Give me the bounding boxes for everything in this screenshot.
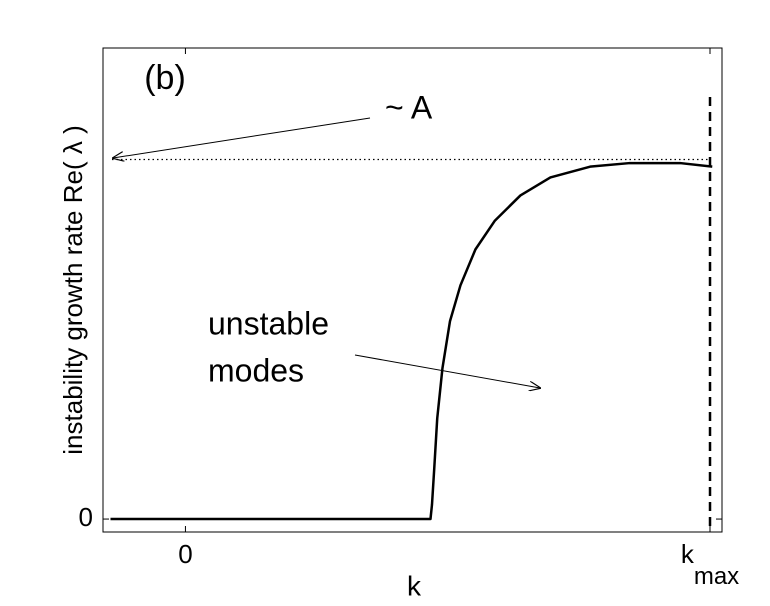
y-tick-label: 0: [79, 502, 93, 532]
x-tick-label-main: k: [681, 539, 695, 569]
plot-frame: [102, 47, 723, 533]
x-axis-label: k: [407, 570, 422, 601]
x-tick-label-sub: max: [694, 563, 739, 590]
annotation-arrow: [113, 117, 371, 158]
annotation: unstable: [208, 305, 329, 341]
x-tick-label: kmax: [681, 539, 739, 590]
annotation: modes: [208, 352, 304, 388]
panel-label: (b): [144, 59, 186, 97]
line: [110, 161, 713, 521]
x-tick-label: 0: [178, 539, 192, 569]
y-axis-label: instability growth rate Re( λ ): [58, 125, 88, 454]
annotation: ~ A: [385, 89, 433, 125]
annotation-arrow: [354, 354, 540, 388]
x-tick-label-main: 0: [178, 539, 192, 569]
